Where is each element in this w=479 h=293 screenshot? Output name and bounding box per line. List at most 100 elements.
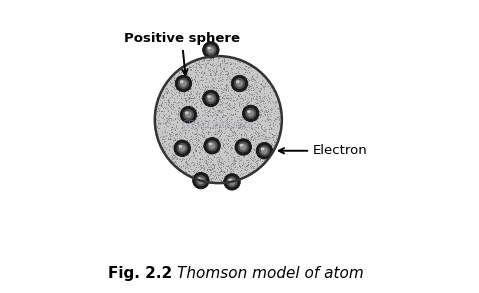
Point [218,130,226,135]
Point [259,118,266,122]
Point [234,120,242,125]
Point [173,149,181,154]
Point [268,98,276,103]
Point [185,156,193,160]
Point [201,83,209,88]
Point [242,80,250,85]
Point [182,121,190,125]
Point [217,178,225,183]
Point [187,114,195,119]
Point [178,120,185,125]
Point [274,106,282,110]
Point [190,76,198,81]
Point [186,154,194,159]
Point [209,101,217,106]
Point [248,74,256,78]
Point [239,67,246,72]
Point [209,82,217,86]
Point [173,101,181,106]
Point [207,79,215,84]
Point [224,105,232,110]
Point [159,134,166,139]
Point [243,135,251,140]
Point [216,65,224,70]
Point [169,144,176,148]
Point [201,80,208,85]
Point [202,161,210,165]
Point [217,116,225,121]
Point [160,138,168,143]
Point [167,117,175,121]
Point [182,113,190,118]
Point [218,61,226,65]
Point [241,94,249,99]
Point [229,130,237,134]
Point [186,65,194,69]
Point [232,144,240,148]
Point [239,85,246,90]
Point [171,132,179,137]
Point [162,105,170,109]
Point [192,66,200,71]
Point [222,61,229,66]
Point [223,153,230,158]
Point [200,57,208,62]
Point [185,63,193,68]
Point [227,79,235,84]
Point [202,159,210,163]
Point [206,67,214,71]
Point [193,81,200,86]
Point [216,97,223,102]
Point [169,151,177,156]
Point [210,82,217,87]
Point [164,98,171,103]
Point [202,77,210,82]
Point [194,62,202,66]
Point [176,81,183,85]
Point [235,77,242,82]
Point [204,83,212,88]
Point [205,57,213,62]
Point [227,96,235,101]
Point [170,110,177,115]
Point [165,120,173,125]
Point [242,152,250,156]
Point [258,123,266,127]
Point [255,88,262,93]
Point [258,87,265,91]
Point [202,160,210,165]
Point [228,145,236,150]
Point [206,138,214,142]
Point [237,157,244,162]
Point [271,92,279,97]
Point [218,176,226,180]
Point [196,97,204,102]
Point [237,144,245,149]
Point [249,157,256,162]
Point [186,134,194,139]
Point [252,146,260,151]
Point [181,96,188,101]
Point [219,141,227,146]
Point [189,169,197,173]
Point [223,178,230,183]
Point [208,176,216,180]
Point [208,97,216,102]
Point [233,144,240,148]
Circle shape [207,95,214,102]
Point [170,149,178,153]
Point [194,110,202,115]
Point [255,148,262,152]
Point [217,146,225,151]
Point [162,102,170,106]
Point [272,122,279,126]
Point [265,127,273,132]
Point [163,115,171,120]
Point [159,114,167,119]
Point [241,93,249,98]
Point [207,83,215,88]
Point [196,91,204,96]
Point [160,92,168,97]
Point [271,104,279,108]
Point [201,155,208,160]
